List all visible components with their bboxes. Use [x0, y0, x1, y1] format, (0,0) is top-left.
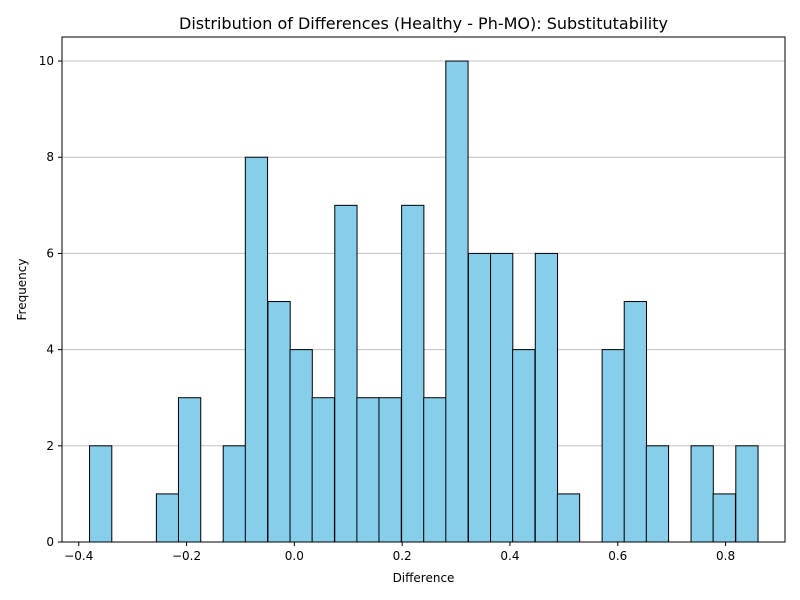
x-tick-label: 0.2	[393, 549, 412, 563]
histogram-bar	[244, 156, 269, 543]
histogram-bar	[512, 349, 536, 543]
histogram-bar	[378, 397, 402, 543]
histogram-bar	[690, 445, 714, 543]
histogram-bar	[222, 445, 246, 543]
histogram-bar	[356, 397, 380, 543]
x-tick-label: −0.4	[64, 549, 93, 563]
histogram-bar	[712, 493, 736, 543]
histogram-bar	[311, 397, 335, 543]
histogram-bar	[334, 204, 358, 543]
histogram-bar	[645, 445, 670, 543]
y-tick-label: 10	[39, 54, 54, 68]
bars	[89, 60, 759, 543]
histogram-bar	[177, 397, 202, 543]
plot-frame	[61, 36, 786, 543]
histogram-bar	[601, 349, 625, 543]
y-tick-label: 4	[46, 343, 54, 357]
x-tick-label: 0.0	[285, 549, 304, 563]
histogram-bar	[735, 445, 759, 543]
x-axis-ticks: −0.4 −0.2 0.0 0.2 0.4 0.6 0.8	[64, 542, 735, 563]
histogram-bar	[467, 252, 492, 543]
histogram-bar	[289, 349, 313, 543]
x-tick-label: 0.4	[500, 549, 519, 563]
histogram-bar	[89, 445, 113, 543]
x-tick-label: 0.6	[608, 549, 627, 563]
histogram-bar	[445, 60, 469, 543]
y-tick-label: 2	[46, 439, 54, 453]
x-axis-title: Difference	[393, 571, 455, 585]
chart-title: Distribution of Differences (Healthy - P…	[179, 14, 668, 33]
y-tick-label: 0	[46, 535, 54, 549]
histogram-bar	[155, 493, 180, 543]
y-axis-ticks: 0 2 4 6 8 10	[39, 54, 62, 549]
y-tick-label: 8	[46, 150, 54, 164]
histogram-bar	[401, 204, 425, 543]
histogram-bar	[556, 493, 581, 543]
y-tick-label: 6	[46, 246, 54, 260]
x-tick-label: 0.8	[716, 549, 735, 563]
histogram-bar	[267, 301, 291, 543]
histogram-bar	[534, 252, 559, 543]
y-axis-title: Frequency	[15, 259, 29, 321]
histogram-bar	[623, 301, 647, 543]
histogram-bar	[423, 397, 447, 543]
histogram-bar	[490, 252, 514, 543]
x-tick-label: −0.2	[172, 549, 201, 563]
